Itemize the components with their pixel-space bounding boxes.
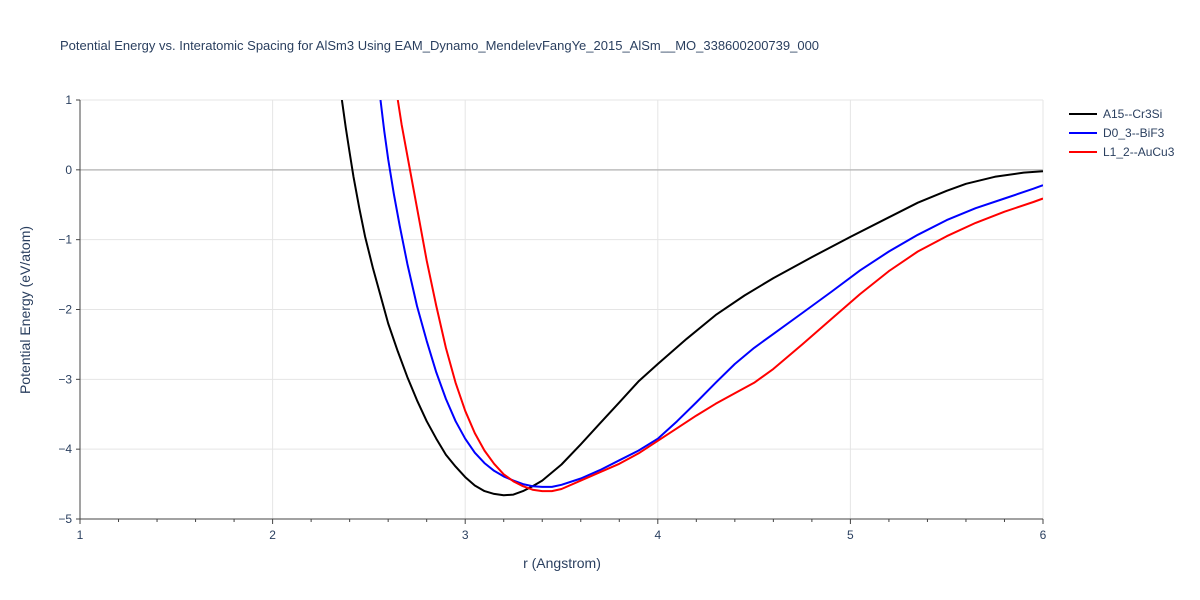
y-tick-label: −3: [58, 372, 72, 386]
x-tick-label: 4: [654, 528, 661, 542]
x-tick-label: 6: [1040, 528, 1047, 542]
legend-item[interactable]: L1_2--AuCu3: [1069, 145, 1175, 159]
x-tick-label: 5: [847, 528, 854, 542]
chart-title: Potential Energy vs. Interatomic Spacing…: [60, 38, 819, 53]
grid-lines: [80, 99, 1044, 519]
legend-label: D0_3--BiF3: [1103, 126, 1165, 140]
legend-item[interactable]: A15--Cr3Si: [1069, 107, 1162, 121]
y-tick-label: −2: [58, 303, 72, 317]
axes: 1 2 3 4 5 6 1 0 −1 −2 −3 −4 −5: [58, 93, 1046, 542]
legend-item[interactable]: D0_3--BiF3: [1069, 126, 1165, 140]
series-line-3: [396, 100, 1043, 493]
y-tick-label: 1: [65, 93, 72, 107]
legend[interactable]: A15--Cr3Si D0_3--BiF3 L1_2--AuCu3: [1069, 107, 1175, 159]
y-axis-label: Potential Energy (eV/atom): [17, 226, 33, 394]
y-tick-label: −1: [58, 233, 72, 247]
x-tick-label: 1: [77, 528, 84, 542]
legend-label: L1_2--AuCu3: [1103, 145, 1175, 159]
x-tick-label: 3: [462, 528, 469, 542]
y-tick-label: −4: [58, 442, 72, 456]
legend-label: A15--Cr3Si: [1103, 107, 1162, 121]
y-tick-label: −5: [58, 512, 72, 526]
series-line-1: [340, 100, 1043, 497]
x-tick-label: 2: [269, 528, 276, 542]
series-line-2: [379, 100, 1043, 488]
x-axis-label: r (Angstrom): [523, 555, 601, 571]
y-tick-label: 0: [65, 163, 72, 177]
series-layer: [340, 100, 1043, 497]
